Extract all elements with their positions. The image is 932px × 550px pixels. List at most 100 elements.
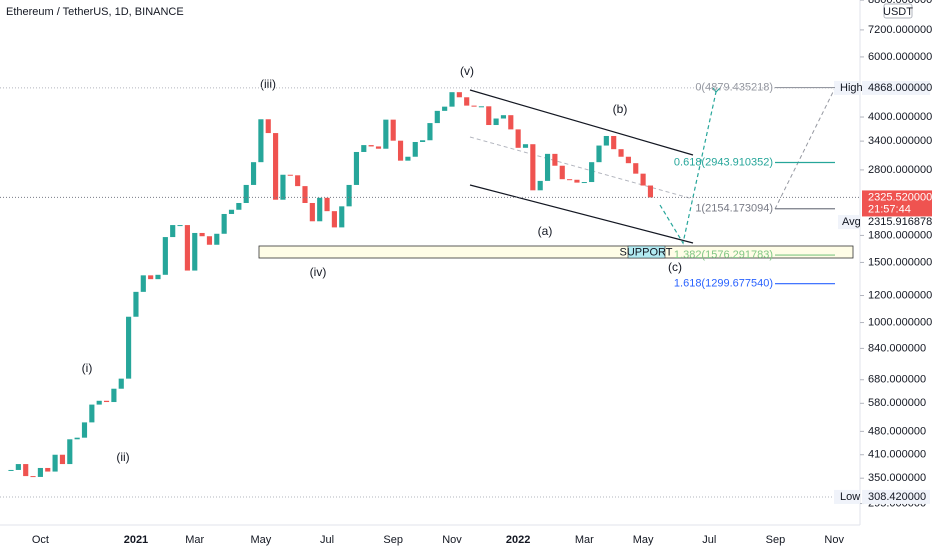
fib-label: 1.618(1299.677540) — [674, 278, 773, 290]
candle — [111, 388, 117, 403]
wave-label: (b) — [613, 102, 628, 116]
y-tick-label: 580.000000 — [868, 397, 926, 409]
candle — [567, 179, 573, 181]
candle — [81, 422, 88, 438]
candle — [647, 185, 654, 198]
candle — [544, 153, 551, 181]
candle — [331, 211, 337, 228]
y-tick-label: 410.000000 — [868, 449, 926, 461]
high-label-box — [862, 80, 930, 95]
candle — [581, 182, 587, 184]
candle — [45, 467, 51, 472]
candle — [148, 275, 154, 280]
candle — [162, 237, 168, 275]
wave-label: (c) — [668, 260, 682, 274]
candle — [243, 184, 249, 203]
low-name: Low — [840, 491, 860, 503]
candle — [353, 151, 360, 185]
candle — [522, 144, 529, 148]
support-zone — [258, 245, 854, 259]
candle — [390, 119, 396, 141]
candle — [456, 92, 462, 98]
x-tick-label: Oct — [32, 534, 49, 546]
candle — [508, 115, 514, 130]
last-label: 2325.520000 — [868, 191, 932, 203]
y-tick-label: 680.000000 — [868, 374, 926, 386]
x-tick-label: Nov — [442, 534, 462, 546]
wave-label: (iii) — [260, 77, 276, 91]
fib-label: 0(4879.435218) — [695, 81, 773, 93]
avg-name: Avg — [842, 216, 861, 228]
wave-label: (a) — [538, 224, 553, 238]
candle — [192, 232, 198, 271]
candle — [177, 225, 183, 227]
candle — [471, 105, 477, 107]
fib-label: 1(2154.173094) — [695, 203, 773, 215]
y-tick-label: 1200.000000 — [868, 289, 932, 301]
currency-box — [883, 3, 913, 19]
candle — [8, 469, 14, 471]
chart-title: Ethereum / TetherUS, 1D, BINANCE — [6, 6, 184, 18]
candle — [618, 149, 624, 157]
x-tick-label: Jul — [702, 534, 716, 546]
candle — [449, 92, 455, 107]
candle — [640, 173, 646, 186]
y-tick-label: 7200.000000 — [868, 24, 932, 36]
candle — [537, 180, 543, 191]
wave-label: (ii) — [116, 450, 129, 464]
candle — [155, 274, 161, 280]
candle — [103, 400, 110, 403]
projection-arrow — [712, 87, 721, 93]
wave-label: (iv) — [310, 265, 327, 279]
candle — [221, 213, 227, 234]
candle — [15, 464, 21, 470]
candle — [214, 233, 220, 245]
y-tick-label: 6000.000000 — [868, 51, 932, 63]
projection — [659, 91, 717, 245]
candle — [420, 140, 426, 142]
wave-label: (i) — [82, 361, 93, 375]
candle — [427, 123, 433, 141]
candle — [67, 439, 73, 465]
x-tick-label: Sep — [383, 534, 403, 546]
channel-line — [469, 89, 694, 156]
candle — [397, 140, 404, 161]
candle — [611, 135, 617, 150]
candle — [118, 378, 124, 389]
candle — [383, 119, 389, 149]
support-label: SUPPORT — [620, 246, 673, 258]
candle — [302, 186, 308, 203]
candle — [493, 118, 499, 126]
candle — [287, 174, 293, 176]
candle — [250, 162, 257, 185]
candle — [361, 145, 367, 152]
candle — [625, 156, 631, 164]
candle — [30, 476, 36, 478]
wave-label: (v) — [460, 64, 474, 78]
candle — [317, 197, 323, 222]
candle — [126, 316, 132, 379]
x-tick-label: 2022 — [506, 534, 530, 546]
candle — [309, 202, 315, 222]
x-tick-label: Mar — [185, 534, 204, 546]
candle — [199, 232, 205, 237]
candle — [133, 291, 139, 317]
candle — [339, 206, 345, 228]
x-tick-label: Jul — [320, 534, 334, 546]
countdown: 21:57:44 — [868, 203, 911, 215]
candle — [596, 145, 602, 163]
y-tick-label: 2800.000000 — [868, 164, 932, 176]
y-tick-label: 1500.000000 — [868, 256, 932, 268]
candle — [258, 119, 264, 163]
candle — [589, 162, 595, 183]
candle — [89, 404, 95, 423]
candle — [478, 106, 484, 108]
candle — [515, 129, 521, 148]
low-label-box — [862, 489, 930, 504]
candle — [228, 209, 235, 214]
y-tick-label: 8800.000000 — [868, 0, 932, 6]
candle — [295, 175, 301, 187]
candle — [552, 153, 558, 166]
